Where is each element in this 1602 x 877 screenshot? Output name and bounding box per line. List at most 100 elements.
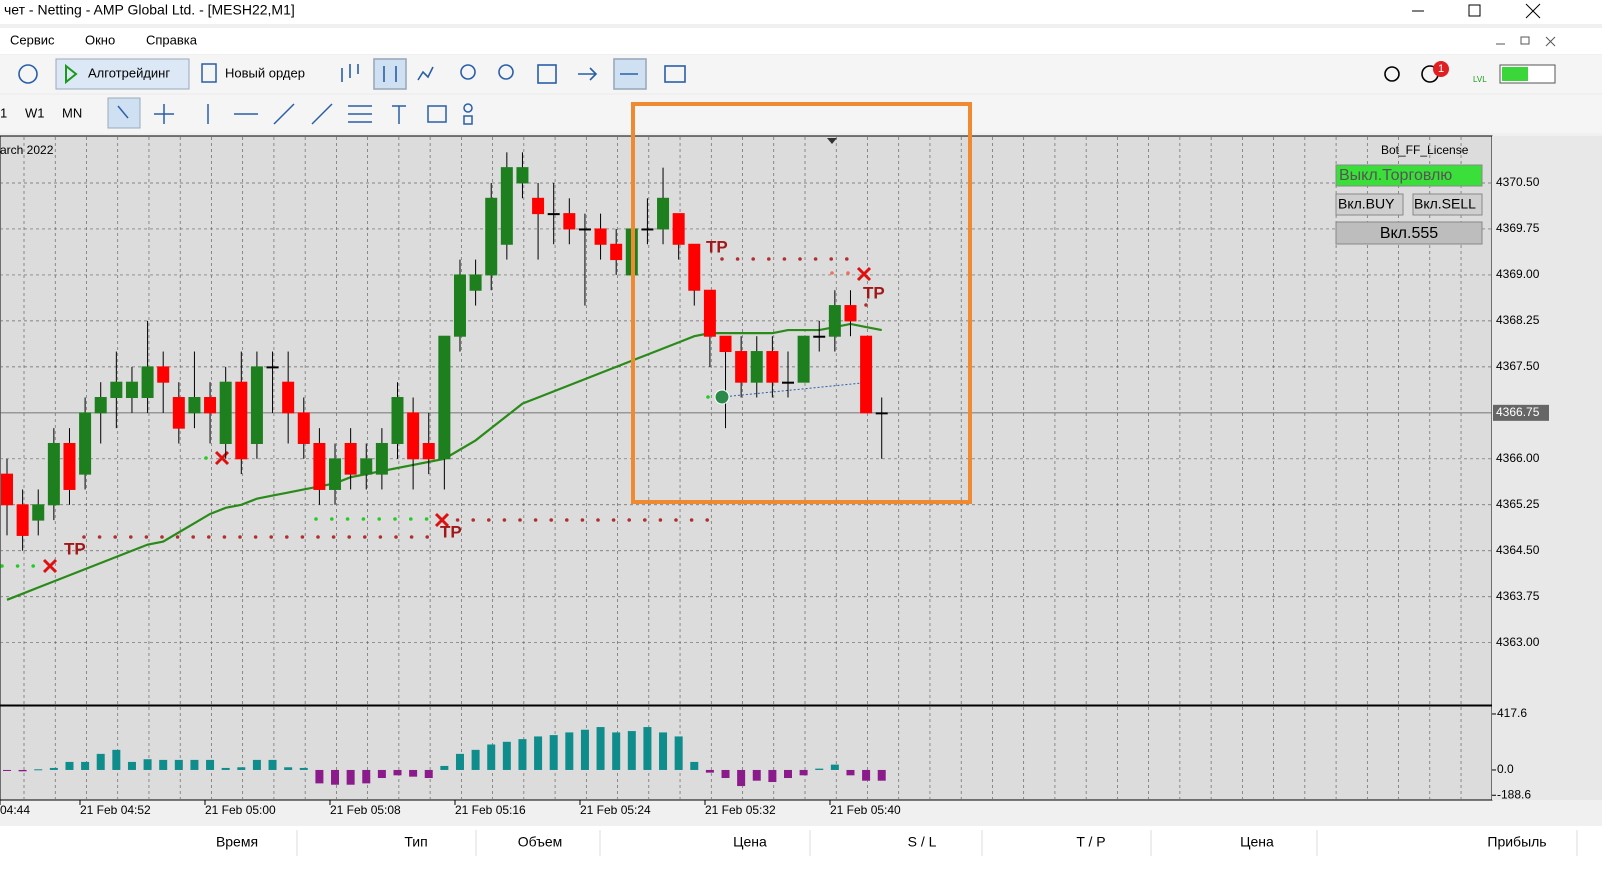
- hist-bar: [65, 761, 74, 770]
- btn-555-label: Вкл.555: [1380, 225, 1438, 242]
- column-header[interactable]: Объем: [518, 834, 563, 850]
- tp-dot: [735, 257, 740, 261]
- badge-count: 1: [1438, 63, 1444, 75]
- candle-body: [32, 504, 45, 521]
- btn-555[interactable]: [1335, 221, 1483, 245]
- position-marker: [714, 389, 730, 405]
- hist-bar: [18, 769, 27, 772]
- candle-body: [610, 243, 623, 261]
- column-header[interactable]: Тип: [404, 834, 427, 850]
- tp-dot: [191, 535, 195, 539]
- hist-bar: [721, 769, 730, 779]
- hist-bar: [81, 761, 90, 770]
- trade-off-label: Выкл.Торговлю: [1339, 167, 1452, 184]
- candle-body: [360, 458, 373, 475]
- highlight-box: [631, 102, 972, 504]
- hist-bar: [440, 765, 449, 770]
- tp-dot: [627, 518, 631, 522]
- tp-dot: [580, 518, 585, 522]
- candle-body: [594, 228, 607, 245]
- toolbar-2: [0, 95, 1602, 133]
- column-header[interactable]: Прибыль: [1487, 834, 1546, 850]
- tp-dot: [846, 271, 850, 275]
- hist-bar: [737, 769, 746, 787]
- tp-dot: [565, 518, 569, 522]
- tp-dot: [409, 535, 414, 539]
- candle-body: [672, 213, 685, 245]
- new-order-label[interactable]: Новый ордер: [225, 65, 305, 80]
- tp-dot: [767, 257, 771, 261]
- candle-body: [94, 397, 107, 414]
- hist-bar: [143, 759, 152, 770]
- timeframe[interactable]: W1: [25, 105, 45, 120]
- hist-bar: [752, 769, 761, 781]
- buy-btn[interactable]: [1335, 193, 1404, 216]
- y-tick-label: 4370.50: [1496, 175, 1540, 189]
- candle-body: [578, 228, 591, 231]
- menu-bar: [0, 28, 1602, 54]
- time-label: 21 Feb 05:32: [705, 803, 776, 817]
- menu-item[interactable]: Справка: [146, 32, 198, 47]
- hist-bar: [627, 731, 636, 770]
- draw-tools[interactable]: [117, 103, 473, 125]
- ind-tick-label: -188.6: [1497, 787, 1531, 801]
- lvl-label: LVL: [1473, 75, 1487, 84]
- tp-dot: [0, 564, 4, 568]
- y-tick-label: 4363.75: [1496, 589, 1540, 603]
- hist-bar: [862, 769, 871, 781]
- hist-bar: [596, 727, 605, 770]
- tp-label: TP: [706, 237, 728, 256]
- candle-body: [344, 442, 357, 475]
- hist-bar: [549, 735, 558, 770]
- column-header[interactable]: Цена: [733, 834, 767, 850]
- tp-dot: [502, 518, 507, 522]
- timeframe[interactable]: 1: [0, 105, 7, 120]
- hist-bar: [34, 769, 43, 771]
- column-header[interactable]: Цена: [1240, 834, 1274, 850]
- column-header[interactable]: S / L: [908, 834, 937, 850]
- sell-btn[interactable]: [1412, 193, 1483, 216]
- tp-dot: [518, 518, 522, 522]
- tp-dot: [455, 518, 460, 522]
- window-controls[interactable]: [1412, 3, 1541, 19]
- hist-bar: [362, 769, 371, 784]
- buy-label: Вкл.BUY: [1338, 196, 1395, 212]
- algo-button[interactable]: [55, 58, 190, 90]
- menu-item[interactable]: Сервис: [10, 32, 55, 47]
- ind-tick-label: 417.6: [1497, 706, 1527, 720]
- tp-dot: [204, 456, 208, 460]
- hist-bar: [502, 741, 511, 770]
- candle-body: [422, 442, 435, 460]
- hist-bar: [190, 759, 199, 770]
- tp-dot: [129, 535, 133, 539]
- tp-dot: [253, 535, 258, 539]
- hist-bar: [96, 753, 105, 770]
- candle-body: [125, 381, 138, 399]
- candle-body: [204, 397, 217, 414]
- column-header[interactable]: T / P: [1076, 834, 1105, 850]
- tp-dot: [285, 535, 289, 539]
- timeframe[interactable]: MN: [62, 105, 82, 120]
- time-label: 21 Feb 05:08: [330, 803, 401, 817]
- tp-dot: [222, 535, 227, 539]
- hist-bar: [284, 767, 293, 770]
- candle-body: [79, 412, 92, 475]
- hist-bar: [674, 736, 683, 770]
- close-marker: [42, 558, 58, 574]
- order-icon[interactable]: [201, 63, 217, 83]
- tp-dot: [393, 517, 397, 521]
- tp-dot: [549, 518, 553, 522]
- trade-off-btn[interactable]: [1335, 164, 1483, 187]
- hist-bar: [49, 767, 58, 770]
- mdi-controls[interactable]: [1496, 36, 1556, 47]
- candle-body: [63, 442, 76, 490]
- price-panel: [0, 135, 1493, 706]
- hist-bar: [127, 761, 136, 770]
- candle-body: [266, 366, 279, 369]
- candle-body: [875, 412, 888, 415]
- column-header[interactable]: Время: [216, 834, 258, 850]
- menu-item[interactable]: Окно: [85, 32, 115, 47]
- time-label: 21 Feb 05:40: [830, 803, 901, 817]
- tp-dot: [300, 535, 305, 539]
